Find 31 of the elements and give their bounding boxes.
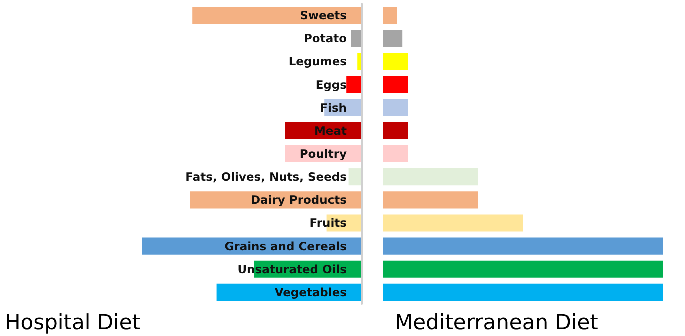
y-tick-label: Meat — [314, 124, 348, 138]
y-tick-label: Dairy Products — [251, 193, 348, 208]
bar — [383, 122, 408, 140]
bar — [383, 260, 663, 278]
y-tick-label: Potato — [304, 32, 348, 46]
y-tick-label: Grains and Cereals — [224, 239, 348, 254]
bar — [383, 214, 523, 232]
y-tick-label: Vegetables — [274, 285, 348, 300]
bar — [383, 30, 403, 48]
bar — [383, 284, 663, 301]
y-tick-label: Poultry — [300, 147, 348, 161]
bar — [383, 238, 663, 255]
y-tick-label: Fruits — [310, 216, 348, 230]
bar — [383, 145, 408, 163]
bar — [346, 76, 362, 94]
y-tick-label: Fats, Olives, Nuts, Seeds — [186, 170, 348, 184]
bar — [383, 99, 408, 116]
bar — [383, 76, 408, 94]
y-tick-label: Fish — [320, 100, 347, 115]
text: Mediterranean Diet — [395, 310, 598, 334]
y-tick-label: Legumes — [288, 54, 348, 69]
bar — [383, 192, 478, 209]
bar — [383, 168, 478, 186]
text: Hospital Diet — [5, 310, 141, 334]
y-tick-label: Eggs — [316, 78, 348, 92]
bar — [348, 168, 362, 186]
bar — [383, 7, 397, 24]
bar — [351, 30, 362, 48]
y-tick-label: Sweets — [300, 8, 348, 23]
bar — [192, 7, 362, 24]
bar — [383, 53, 408, 70]
